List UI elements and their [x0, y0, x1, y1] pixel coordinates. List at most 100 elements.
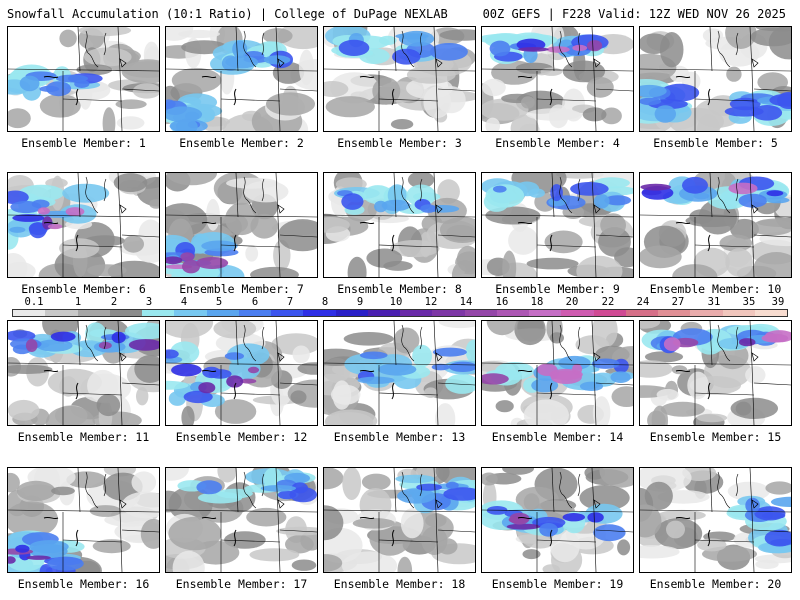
colorbar-swatch [174, 310, 207, 316]
colorbar-tick-label: 31 [707, 296, 721, 308]
ensemble-member-panel: Ensemble Member: 17 [165, 467, 318, 591]
ensemble-member-panel: Ensemble Member: 7 [165, 172, 318, 296]
snowfall-map [165, 467, 318, 573]
member-label: Ensemble Member: 5 [653, 136, 778, 150]
member-label: Ensemble Member: 16 [17, 577, 150, 591]
colorbar-tick-label: 1 [74, 296, 82, 308]
ensemble-member-panel: Ensemble Member: 3 [323, 26, 476, 150]
colorbar-swatch [432, 310, 465, 316]
snowfall-map [7, 26, 160, 132]
colorbar-swatch [271, 310, 304, 316]
snowfall-map [639, 172, 792, 278]
member-label: Ensemble Member: 1 [21, 136, 146, 150]
member-label: Ensemble Member: 19 [491, 577, 624, 591]
colorbar-tick-label: 35 [742, 296, 756, 308]
ensemble-member-panel: Ensemble Member: 5 [639, 26, 792, 150]
colorbar-swatch [45, 310, 78, 316]
ensemble-member-panel: Ensemble Member: 9 [481, 172, 634, 296]
ensemble-member-panel: Ensemble Member: 4 [481, 26, 634, 150]
ensemble-member-panel: Ensemble Member: 16 [7, 467, 160, 591]
colorbar-swatch [335, 310, 368, 316]
member-label: Ensemble Member: 7 [179, 282, 304, 296]
colorbar-tick-label: 3 [145, 296, 153, 308]
ensemble-member-panel: Ensemble Member: 1 [7, 26, 160, 150]
colorbar-tick-label: 5 [215, 296, 223, 308]
ensemble-member-panel: Ensemble Member: 15 [639, 320, 792, 444]
colorbar-swatch [561, 310, 594, 316]
colorbar-swatch [754, 310, 787, 316]
snowfall-map [481, 320, 634, 426]
colorbar-tick-label: 9 [356, 296, 364, 308]
header: Snowfall Accumulation (10:1 Ratio) | Col… [0, 0, 800, 24]
colorbar-swatch [109, 310, 142, 316]
ensemble-member-panel: Ensemble Member: 19 [481, 467, 634, 591]
colorbar-swatch [593, 310, 626, 316]
snowfall-map [639, 320, 792, 426]
colorbar-swatch [142, 310, 175, 316]
snowfall-map [7, 467, 160, 573]
run-valid-time: 00Z GEFS | F228 Valid: 12Z WED NOV 26 20… [482, 7, 786, 21]
ensemble-member-panel: Ensemble Member: 8 [323, 172, 476, 296]
snowfall-map [165, 320, 318, 426]
member-label: Ensemble Member: 12 [175, 430, 308, 444]
colorbar-swatch [367, 310, 400, 316]
colorbar-tick-label: 24 [636, 296, 650, 308]
colorbar-swatches [12, 309, 788, 317]
snowfall-map [639, 467, 792, 573]
colorbar-swatch [658, 310, 691, 316]
member-label: Ensemble Member: 15 [649, 430, 782, 444]
snowfall-map [7, 172, 160, 278]
snowfall-map [481, 26, 634, 132]
colorbar-tick-label: 8 [321, 296, 329, 308]
member-label: Ensemble Member: 6 [21, 282, 146, 296]
colorbar-tick-label: 2 [110, 296, 118, 308]
colorbar-swatch [722, 310, 755, 316]
snowfall-map [165, 26, 318, 132]
snowfall-map [323, 172, 476, 278]
snowfall-map [323, 320, 476, 426]
snowfall-map [323, 467, 476, 573]
colorbar-tick-label: 18 [530, 296, 544, 308]
colorbar-swatch [529, 310, 562, 316]
colorbar-swatch [13, 310, 46, 316]
member-label: Ensemble Member: 3 [337, 136, 462, 150]
snowfall-map [481, 172, 634, 278]
ensemble-member-panel: Ensemble Member: 11 [7, 320, 160, 444]
colorbar-labels: 0.1 1 2 3 4 5 6 7 8 9 10 12 14 16 18 20 22 24 27 31 35 39 [12, 296, 788, 308]
colorbar-swatch [303, 310, 336, 316]
colorbar-tick-label: 16 [495, 296, 509, 308]
colorbar-swatch [238, 310, 271, 316]
member-label: Ensemble Member: 14 [491, 430, 624, 444]
ensemble-member-panel: Ensemble Member: 6 [7, 172, 160, 296]
member-label: Ensemble Member: 10 [649, 282, 782, 296]
snowfall-map [7, 320, 160, 426]
ensemble-member-panel: Ensemble Member: 14 [481, 320, 634, 444]
colorbar-swatch [77, 310, 110, 316]
colorbar-tick-label: 10 [389, 296, 403, 308]
colorbar-tick-label: 14 [459, 296, 473, 308]
colorbar-tick-label: 0.1 [24, 296, 44, 308]
colorbar-swatch [400, 310, 433, 316]
member-label: Ensemble Member: 9 [495, 282, 620, 296]
colorbar-tick-label: 7 [286, 296, 294, 308]
member-label: Ensemble Member: 2 [179, 136, 304, 150]
snowfall-map [323, 26, 476, 132]
colorbar-tick-label: 4 [180, 296, 188, 308]
ensemble-member-panel: Ensemble Member: 2 [165, 26, 318, 150]
ensemble-member-panel: Ensemble Member: 10 [639, 172, 792, 296]
snowfall-map [639, 26, 792, 132]
colorbar-swatch [206, 310, 239, 316]
member-label: Ensemble Member: 20 [649, 577, 782, 591]
colorbar-swatch [464, 310, 497, 316]
colorbar-tick-label: 12 [424, 296, 438, 308]
member-label: Ensemble Member: 18 [333, 577, 466, 591]
member-label: Ensemble Member: 17 [175, 577, 308, 591]
ensemble-member-panel: Ensemble Member: 20 [639, 467, 792, 591]
colorbar-swatch [625, 310, 658, 316]
snowfall-map [481, 467, 634, 573]
colorbar-swatch [496, 310, 529, 316]
colorbar-tick-label: 20 [565, 296, 579, 308]
snowfall-map [165, 172, 318, 278]
chart-title: Snowfall Accumulation (10:1 Ratio) | Col… [7, 7, 448, 21]
ensemble-member-panel: Ensemble Member: 13 [323, 320, 476, 444]
